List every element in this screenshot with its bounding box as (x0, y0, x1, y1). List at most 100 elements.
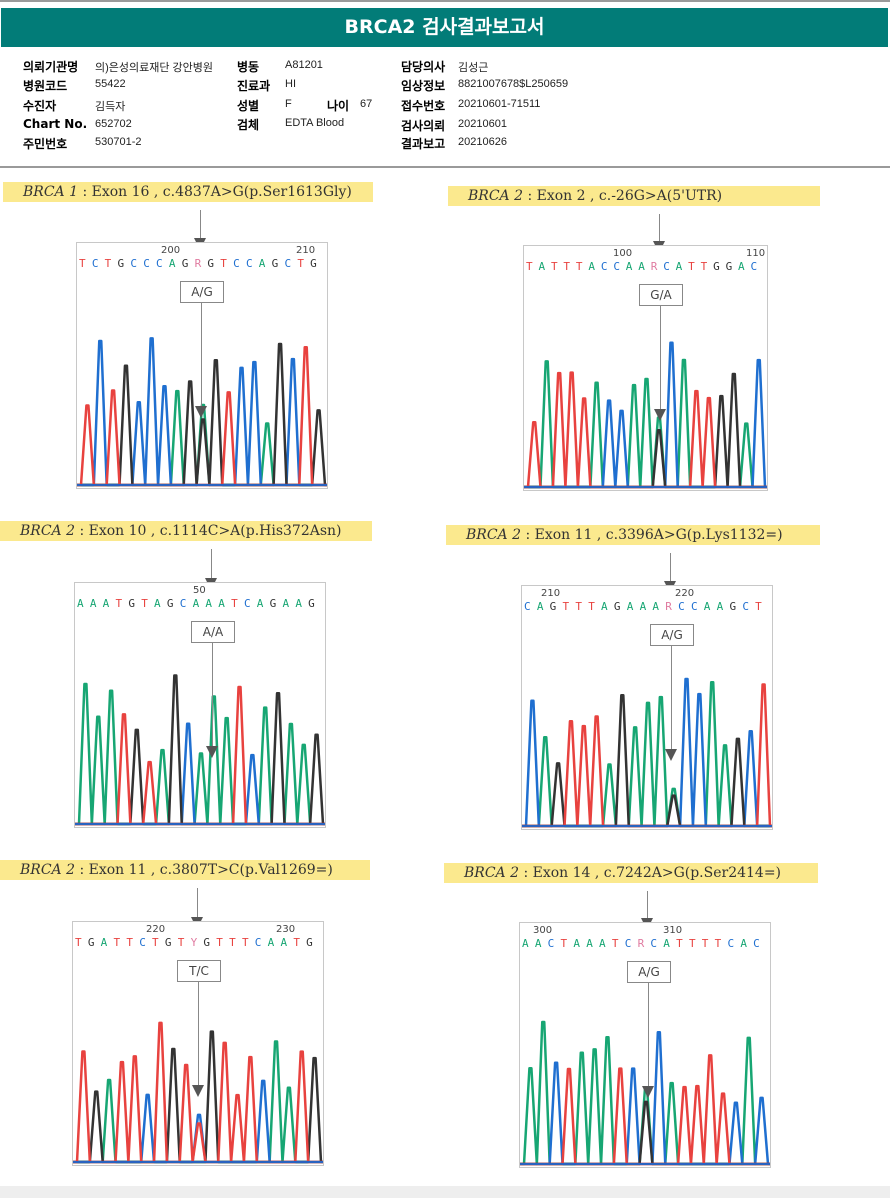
arrow-line (660, 306, 661, 411)
specimen-value: EDTA Blood (285, 117, 345, 129)
position-label: 310 (663, 925, 683, 936)
base-call: T (588, 600, 597, 613)
base-call: T (231, 597, 240, 610)
base-call: T (563, 260, 572, 273)
gene-name: BRCA 2 (20, 523, 76, 539)
base-call: A (100, 936, 109, 949)
base-call: G (269, 597, 278, 610)
base-call: A (638, 260, 647, 273)
base-call: A (586, 937, 595, 950)
base-call: A (102, 597, 111, 610)
base-call: C (245, 257, 255, 270)
base-call: C (284, 257, 293, 270)
trace-t (75, 685, 325, 826)
trace-plot (73, 1021, 323, 1164)
trace-plot (524, 341, 767, 489)
chromatogram: 50 A A A T G T A G C A A A T C A G A A G A/A (74, 582, 326, 828)
request-date-value: 20210601 (458, 118, 507, 130)
base-call: G (306, 936, 315, 949)
base-call: A (538, 260, 547, 273)
sex-label: 성별 (237, 99, 260, 113)
arrow-down-icon (192, 1085, 204, 1097)
base-call: T (611, 937, 621, 950)
page-footer (0, 1186, 890, 1198)
base-call: C (750, 260, 759, 273)
chromatogram: 200 210 T C T G C C C A G R G T C C A G C T G A/G (76, 242, 328, 489)
base-call: T (241, 936, 251, 949)
window-top-border (0, 0, 890, 2)
base-call: C (753, 937, 762, 950)
base-call: T (575, 600, 584, 613)
arrow-down-icon (654, 409, 666, 421)
trace-plot (77, 337, 327, 487)
variant-caption: BRCA 2 : Exon 2 , c.-26G>A(5'UTR) (448, 186, 820, 206)
trace-t (73, 1021, 323, 1164)
institution-value: 의)은성의료재단 강안병원 (95, 62, 214, 74)
base-call: T (688, 937, 698, 950)
variant-caption: BRCA 1 : Exon 16 , c.4837A>G(p.Ser1613Gl… (3, 182, 373, 202)
base-call: G (181, 257, 190, 270)
variant-description: : Exon 11 , c.3807T>C(p.Val1269=) (75, 862, 333, 878)
base-call: C (156, 257, 165, 270)
base-call: G (729, 600, 738, 613)
base-call: A (716, 600, 725, 613)
base-call: A (663, 937, 672, 950)
base-call: T (152, 936, 161, 949)
base-call: A (89, 597, 99, 610)
variant-caption: BRCA 2 : Exon 10 , c.1114C>A(p.His372Asn… (0, 521, 372, 541)
ward-value: A81201 (285, 59, 323, 71)
base-call: C (678, 600, 687, 613)
gene-name: BRCA 1 (23, 184, 79, 200)
arrow-line (198, 982, 199, 1087)
patient-value: 김득자 (95, 101, 126, 113)
base-call: A (522, 937, 531, 950)
base-call: C (727, 937, 736, 950)
arrow-line (211, 549, 212, 582)
base-call: C (143, 257, 152, 270)
clinical-info-value: 8821007678$L250659 (458, 78, 569, 90)
specimen-label: 검체 (237, 118, 260, 132)
base-call: A (738, 260, 747, 273)
base-call: T (293, 936, 302, 949)
arrow-line (670, 553, 671, 585)
base-call: T (220, 257, 229, 270)
gene-name: BRCA 2 (464, 865, 520, 881)
variant-caption: BRCA 2 : Exon 11 , c.3396A>G(p.Lys1132=) (446, 525, 820, 545)
base-call: T (113, 936, 122, 949)
base-call: C (139, 936, 148, 949)
trace-plot (522, 677, 772, 828)
base-call: C (650, 937, 659, 950)
base-call: A (77, 597, 86, 610)
position-label: 200 (161, 245, 181, 256)
department-label: 진료과 (237, 79, 271, 93)
variant-description: : Exon 11 , c.3396A>G(p.Lys1132=) (521, 527, 783, 543)
base-call: G (128, 597, 137, 610)
base-call: G (166, 597, 176, 610)
report-title: BRCA2 검사결과보고서 (1, 8, 888, 47)
trace-plot (520, 1020, 770, 1166)
variant-caption: BRCA 2 : Exon 14 , c.7242A>G(p.Ser2414=) (444, 863, 818, 883)
base-call: G (164, 936, 174, 949)
base-call: R (637, 937, 646, 950)
institution-label: 의뢰기관명 (23, 60, 79, 74)
base-call: C (233, 257, 242, 270)
arrow-down-icon (195, 406, 207, 418)
position-label: 110 (746, 248, 766, 259)
base-call: C (547, 937, 556, 950)
position-label: 210 (296, 245, 316, 256)
report-date-value: 20210626 (458, 136, 507, 148)
base-call: G (203, 936, 212, 949)
base-call: A (652, 600, 661, 613)
position-label: 230 (276, 924, 296, 935)
base-call: A (639, 600, 648, 613)
chromatogram: 220 230 T G A T T C T G T Y G T T T C A A T G T/C (72, 921, 324, 1166)
base-call: A (534, 937, 544, 950)
base-call: A (205, 597, 214, 610)
trace-t (522, 683, 772, 828)
base-call: A (256, 597, 266, 610)
trace-a (73, 1040, 323, 1164)
sex-value: F (285, 98, 292, 110)
arrow-line (647, 891, 648, 922)
trace-a (75, 682, 325, 826)
